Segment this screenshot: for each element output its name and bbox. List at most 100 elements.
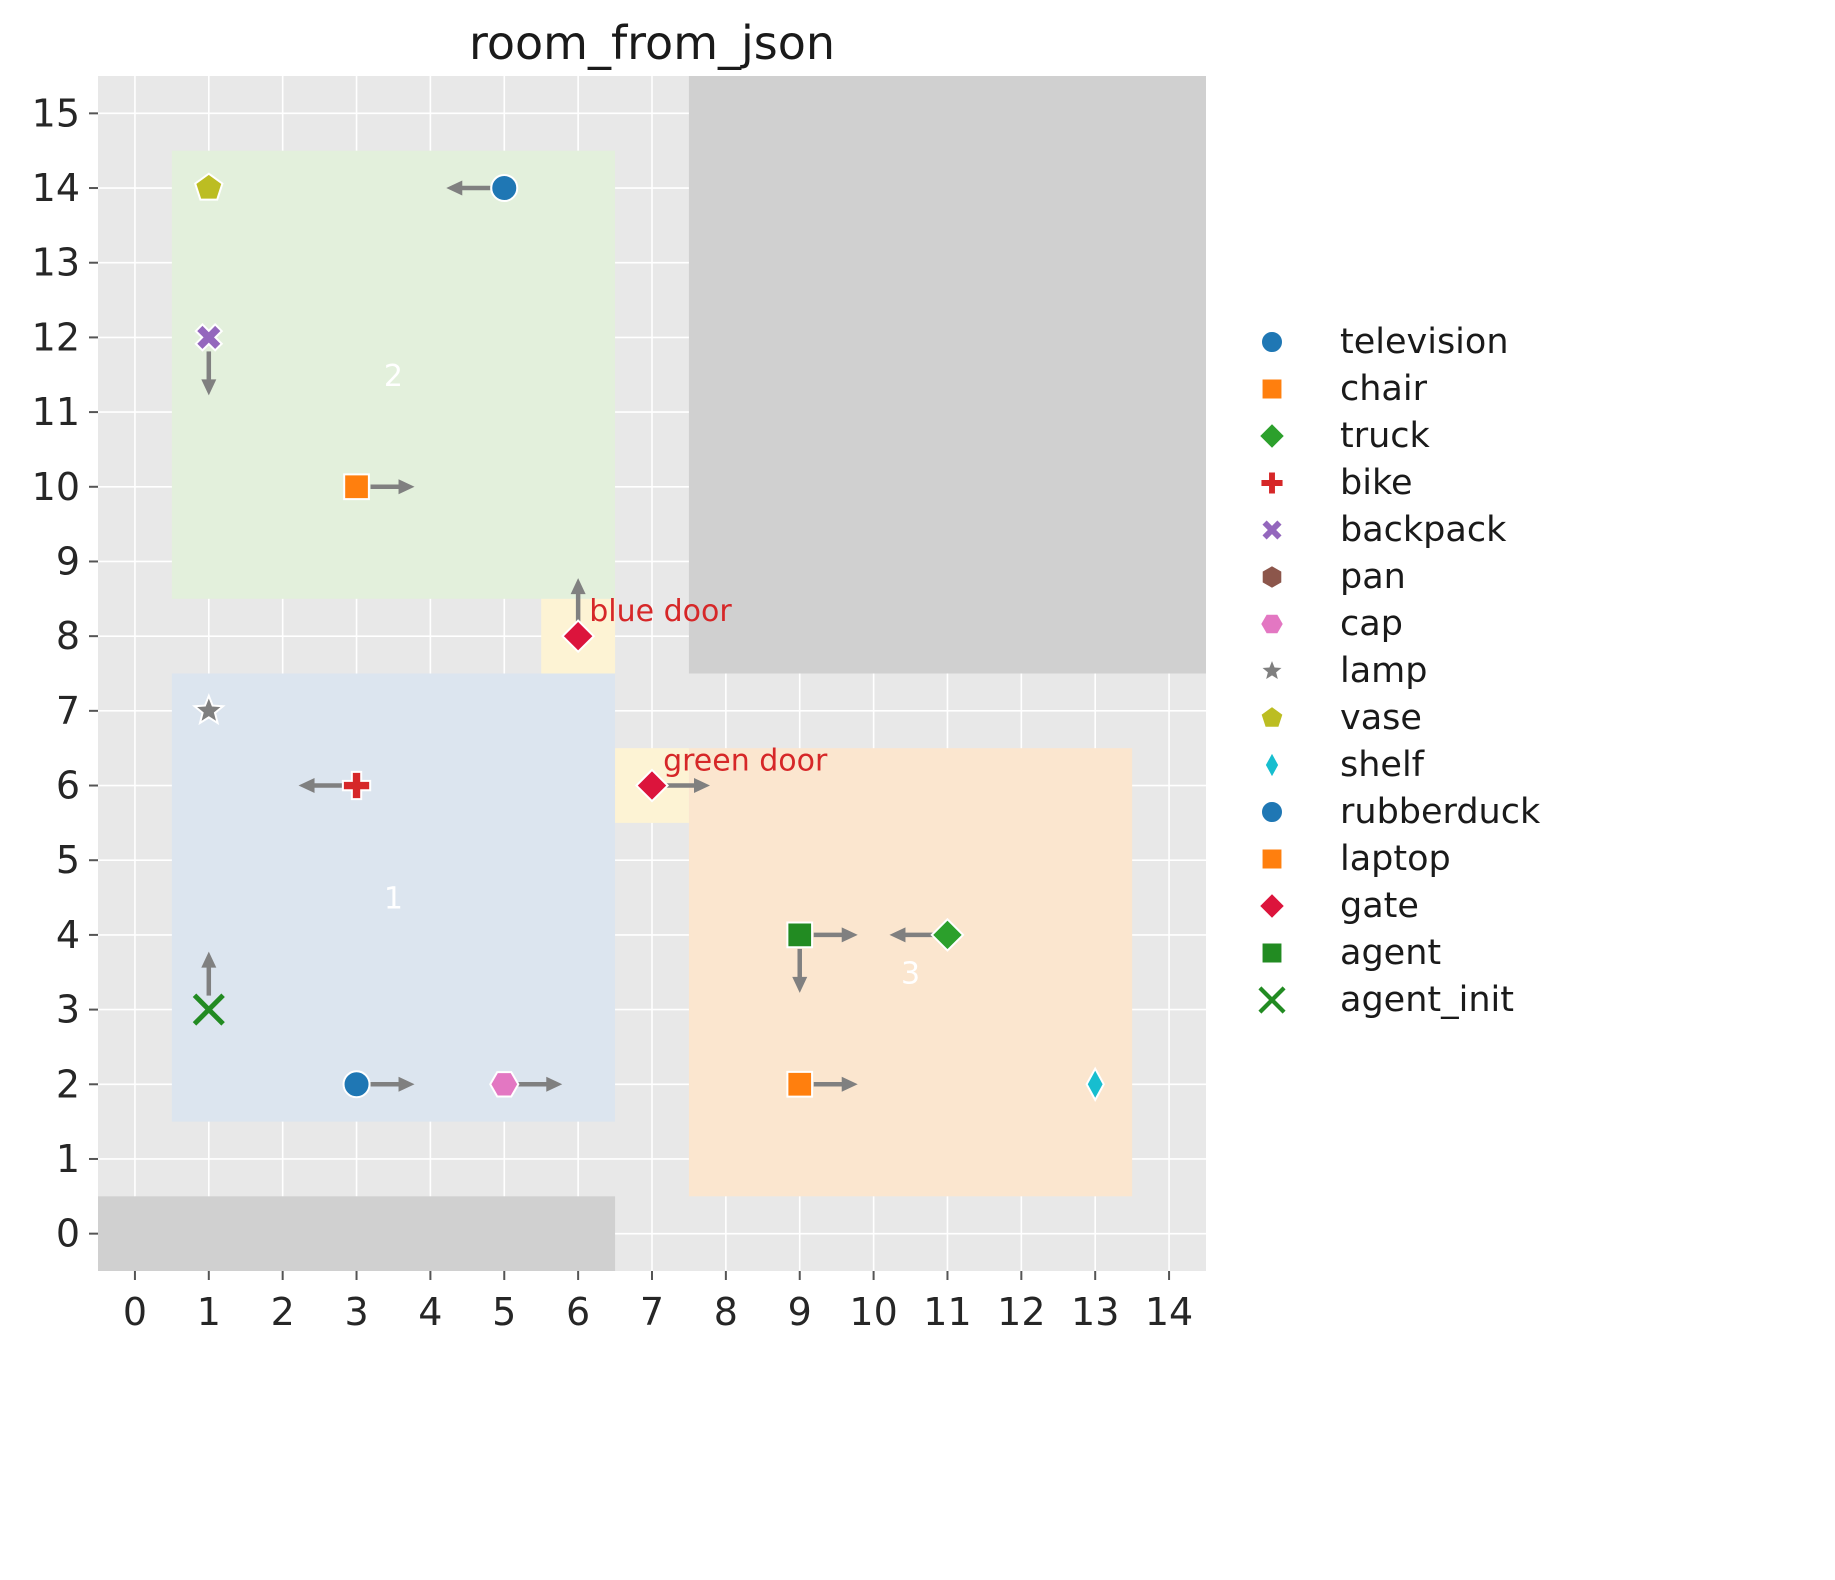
svg-text:0: 0 xyxy=(56,1212,80,1256)
svg-text:7: 7 xyxy=(640,1290,664,1334)
legend-item-label: truck xyxy=(1340,415,1430,456)
arrow-backpack-down xyxy=(201,351,217,396)
marker-television xyxy=(490,174,519,203)
chart-title: room_from_json xyxy=(468,16,836,70)
legend-item-truck: truck xyxy=(1252,412,1540,459)
region-room-3 xyxy=(688,748,1133,1197)
arrow-agent_init-up xyxy=(201,951,217,996)
svg-text:3: 3 xyxy=(56,988,80,1032)
legend-item-label: bike xyxy=(1340,462,1413,503)
svg-text:2: 2 xyxy=(56,1062,80,1106)
arrow-truck-left xyxy=(889,927,934,943)
region-label-room-1: 1 xyxy=(384,882,403,917)
svg-text:11: 11 xyxy=(32,390,80,434)
svg-text:5: 5 xyxy=(492,1290,516,1334)
legend-item-label: vase xyxy=(1340,697,1422,738)
marker-bike xyxy=(341,770,372,801)
svg-text:7: 7 xyxy=(56,689,80,733)
svg-text:6: 6 xyxy=(56,764,80,808)
svg-text:3: 3 xyxy=(344,1290,368,1334)
legend-item-label: agent_init xyxy=(1340,979,1514,1020)
legend-item-label: gate xyxy=(1340,885,1419,926)
arrow-laptop-right xyxy=(813,1076,858,1092)
marker-rubberduck xyxy=(342,1070,371,1099)
gate-legend-marker-icon xyxy=(1257,890,1287,921)
truck-legend-marker-icon xyxy=(1257,420,1287,451)
axis-ticks xyxy=(89,112,1171,1280)
marker-cap xyxy=(489,1071,520,1098)
legend-item-rubberduck: rubberduck xyxy=(1252,788,1540,835)
svg-text:5: 5 xyxy=(56,838,80,882)
legend-item-label: television xyxy=(1340,321,1509,362)
legend: television chair truck bike backpack pan cap la… xyxy=(1252,318,1540,1023)
pan-legend-marker-icon xyxy=(1260,563,1284,590)
television-legend-marker-icon xyxy=(1260,329,1284,354)
region-label-room-2: 2 xyxy=(384,359,403,394)
chair-legend-marker-icon xyxy=(1260,377,1284,400)
arrow-agent-down xyxy=(792,948,808,993)
svg-text:12: 12 xyxy=(997,1290,1045,1334)
marker-truck xyxy=(930,917,965,952)
rubberduck-legend-marker-icon xyxy=(1260,799,1284,824)
legend-item-agent_init: agent_init xyxy=(1252,976,1540,1023)
legend-item-cap: cap xyxy=(1252,600,1540,647)
svg-text:4: 4 xyxy=(56,913,80,957)
backpack-legend-marker-icon xyxy=(1259,517,1285,542)
marker-gate-green-door xyxy=(634,768,670,803)
svg-text:11: 11 xyxy=(923,1290,971,1334)
arrow-agent-right xyxy=(813,927,858,943)
legend-item-bike: bike xyxy=(1252,459,1540,506)
legend-item-chair: chair xyxy=(1252,365,1540,412)
legend-item-agent: agent xyxy=(1252,929,1540,976)
region-room-2 xyxy=(171,150,616,599)
legend-item-label: rubberduck xyxy=(1340,791,1541,832)
marker-vase xyxy=(194,172,224,201)
svg-text:13: 13 xyxy=(1071,1290,1119,1334)
marker-gate-blue-door xyxy=(561,619,596,654)
arrow-television-left xyxy=(446,180,491,196)
legend-item-backpack: backpack xyxy=(1252,506,1540,553)
svg-text:10: 10 xyxy=(849,1290,897,1334)
svg-text:6: 6 xyxy=(566,1290,590,1334)
marker-lamp xyxy=(191,693,226,726)
svg-text:14: 14 xyxy=(32,166,80,210)
svg-text:13: 13 xyxy=(32,241,80,285)
svg-text:0: 0 xyxy=(123,1290,147,1334)
svg-text:12: 12 xyxy=(32,315,80,359)
svg-text:4: 4 xyxy=(418,1290,442,1334)
arrow-bike-left xyxy=(298,778,343,794)
legend-item-vase: vase xyxy=(1252,694,1540,741)
arrow-rubberduck-right xyxy=(370,1076,415,1092)
marker-agent_init xyxy=(192,993,225,1026)
legend-item-label: laptop xyxy=(1340,838,1451,879)
arrow-cap-right xyxy=(518,1076,563,1092)
x-tick-labels: 0 1 2 3 4 5 6 7 8 9 10 11 12 13 14 xyxy=(123,1290,1193,1334)
region-wall-bottom-left xyxy=(98,1196,616,1271)
annotation-blue-door: blue door xyxy=(589,594,732,629)
svg-text:2: 2 xyxy=(271,1290,295,1334)
annotation-green-door: green door xyxy=(663,744,828,779)
svg-text:1: 1 xyxy=(56,1137,80,1181)
legend-item-lamp: lamp xyxy=(1252,647,1540,694)
vase-legend-marker-icon xyxy=(1259,704,1285,729)
arrow-gate-green-door-right xyxy=(666,778,710,794)
legend-item-label: shelf xyxy=(1340,744,1424,785)
svg-text:8: 8 xyxy=(714,1290,738,1334)
bike-legend-marker-icon xyxy=(1259,469,1285,496)
marker-laptop xyxy=(786,1070,814,1098)
legend-item-label: lamp xyxy=(1340,650,1428,691)
arrow-gate-blue-door-up xyxy=(570,578,586,623)
shelf-legend-marker-icon xyxy=(1263,749,1281,780)
region-wall-top-right xyxy=(688,76,1206,674)
svg-text:14: 14 xyxy=(1145,1290,1193,1334)
marker-backpack xyxy=(194,323,224,352)
legend-item-label: backpack xyxy=(1340,509,1507,550)
region-room-1 xyxy=(171,673,616,1122)
legend-item-label: pan xyxy=(1340,556,1406,597)
cap-legend-marker-icon xyxy=(1258,612,1286,635)
svg-text:9: 9 xyxy=(788,1290,812,1334)
lamp-legend-marker-icon xyxy=(1257,655,1287,683)
